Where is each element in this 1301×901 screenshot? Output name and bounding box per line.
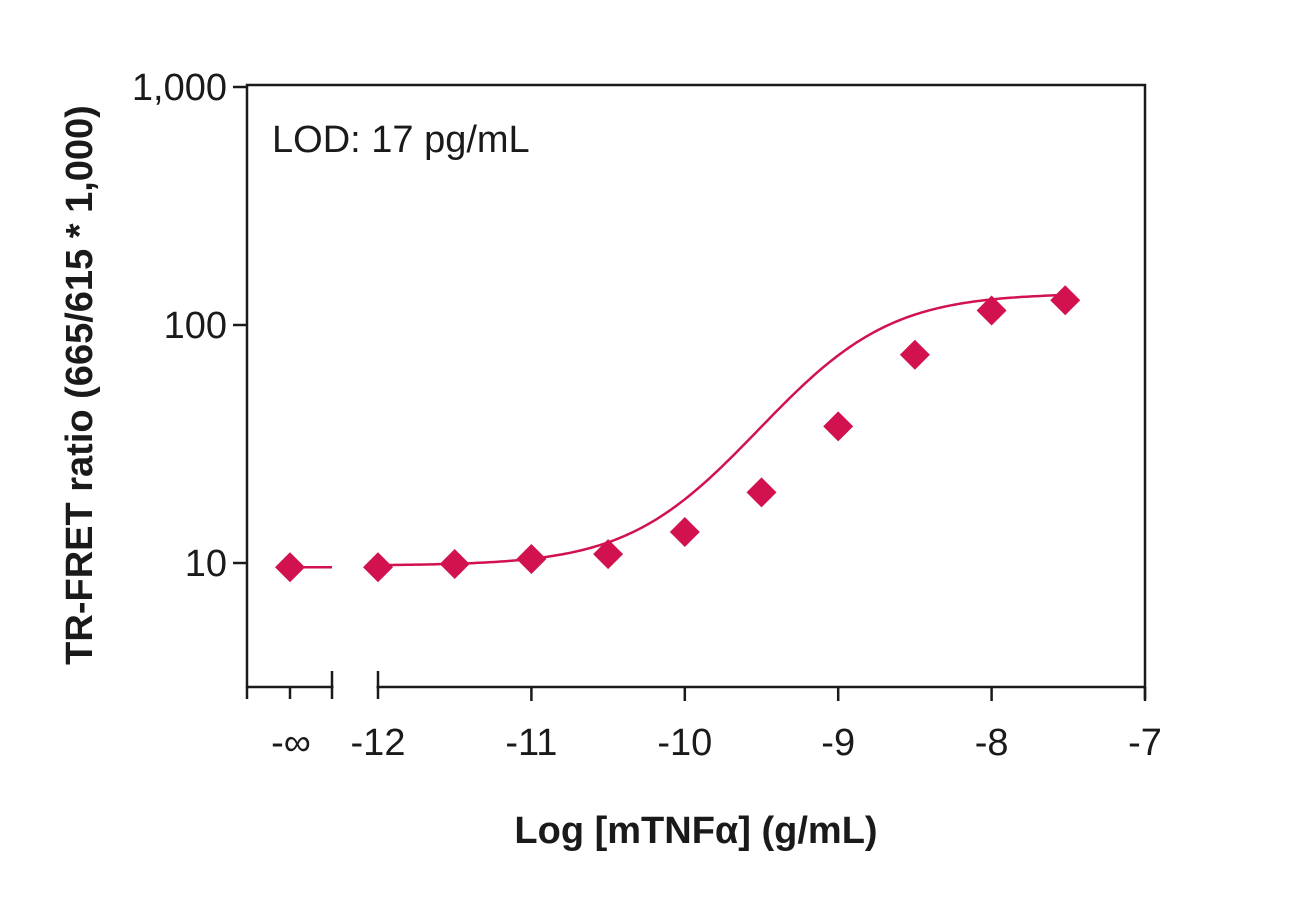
data-point-8: [976, 295, 1007, 326]
x-axis-break-gap: [333, 683, 377, 691]
x-tick-label-3: -9: [821, 722, 855, 764]
plot-frame: [245, 83, 1147, 689]
data-point-5: [746, 477, 777, 508]
x-tick-label-4: -8: [975, 722, 1009, 764]
data-point-6: [823, 411, 854, 442]
data-point-3: [593, 539, 624, 570]
fit-curve: [377, 293, 1066, 567]
x-tick-label-5: -7: [1128, 722, 1162, 764]
y-tick-label-1: 100: [164, 305, 227, 347]
x-axis-title: Log [mTNFα] (g/mL): [514, 810, 877, 852]
lod-annotation: LOD: 17 pg/mL: [272, 119, 530, 161]
data-point-neg-inf: [275, 552, 305, 583]
data-point-1: [439, 549, 470, 580]
y-tick-label-0: 10: [185, 543, 227, 585]
y-tick-label-2: 1,000: [132, 67, 227, 109]
data-point-7: [899, 339, 930, 370]
x-tick-label-0: -12: [351, 722, 406, 764]
data-points: [275, 285, 1081, 583]
x-tick-label-1: -11: [505, 722, 557, 764]
data-point-0: [363, 552, 393, 583]
x-break-label: -∞: [271, 722, 311, 764]
data-point-4: [669, 516, 700, 547]
y-axis: 10 100 1,000: [132, 67, 247, 585]
x-tick-label-2: -10: [657, 722, 712, 764]
x-axis: -12 -11 -10 -9 -8 -7: [245, 671, 1162, 764]
data-point-9: [1050, 285, 1081, 316]
y-axis-title: TR-FRET ratio (665/615 * 1,000): [59, 105, 101, 665]
data-point-2: [516, 543, 547, 574]
